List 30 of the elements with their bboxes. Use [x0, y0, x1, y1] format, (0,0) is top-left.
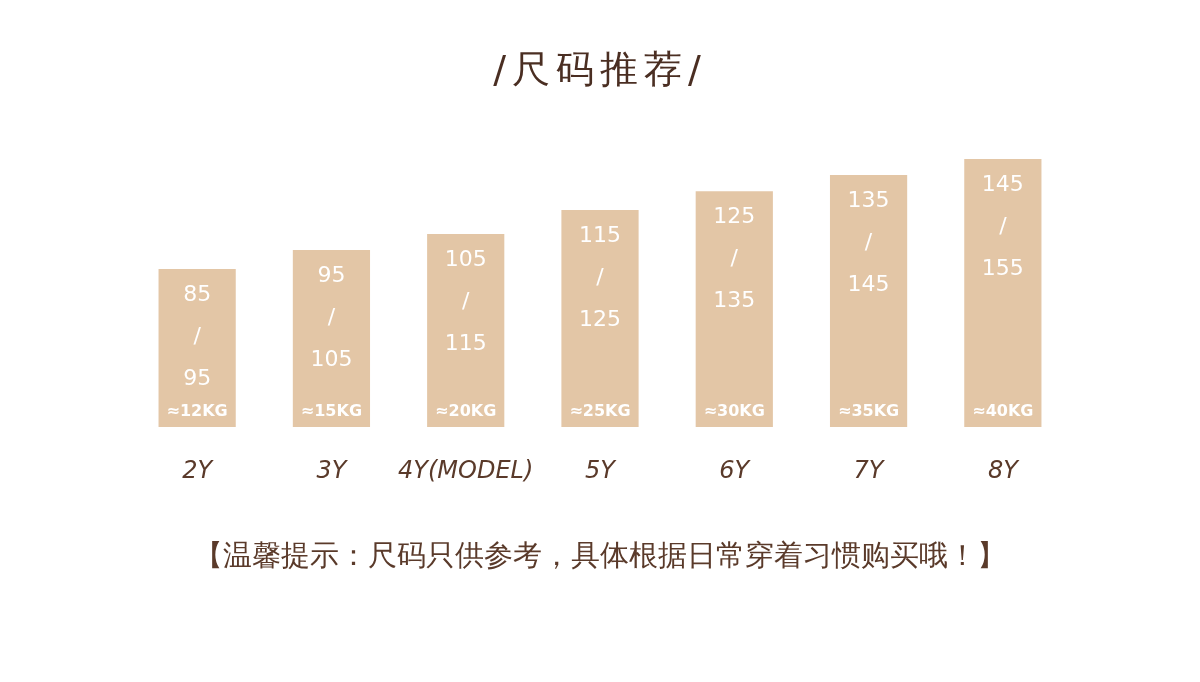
annotation: ≈15KG [300, 401, 363, 421]
annotation: ≈20KG [435, 401, 497, 421]
annotation: ≈25KG [569, 401, 631, 421]
annotation: 135/145 [847, 186, 890, 296]
annotation: 85/95 [183, 280, 212, 390]
annotation: 95/105 [310, 261, 353, 371]
bar [158, 268, 236, 427]
x-tick-label: 5Y [585, 456, 618, 485]
text: 【温馨提示：尺码只供参考，具体根据日常穿着习惯购买哦！】 [193, 537, 1007, 574]
annotation: 105/115 [444, 245, 487, 355]
annotation: 115/125 [579, 221, 621, 331]
annotation: ≈35KG [837, 401, 900, 421]
x-tick-label: 2Y [182, 456, 215, 485]
bar [829, 175, 908, 427]
bar [292, 250, 371, 427]
bar [427, 234, 505, 427]
bar [695, 191, 773, 427]
bar [964, 159, 1042, 427]
x-tick-label: 3Y [316, 456, 349, 485]
chart-title: /尺码推荐/ [492, 46, 708, 93]
annotation: 145/155 [981, 170, 1024, 280]
annotation: 125/135 [713, 202, 756, 312]
annotation: ≈30KG [703, 401, 765, 421]
annotation: ≈12KG [166, 401, 228, 421]
annotation: ≈40KG [972, 401, 1034, 421]
bar [561, 209, 639, 427]
x-tick-label: 7Y [853, 456, 886, 485]
x-tick-label: 4Y(MODEL) [398, 456, 534, 485]
x-tick-label: 8Y [987, 456, 1021, 485]
x-tick-label: 6Y [719, 456, 752, 485]
